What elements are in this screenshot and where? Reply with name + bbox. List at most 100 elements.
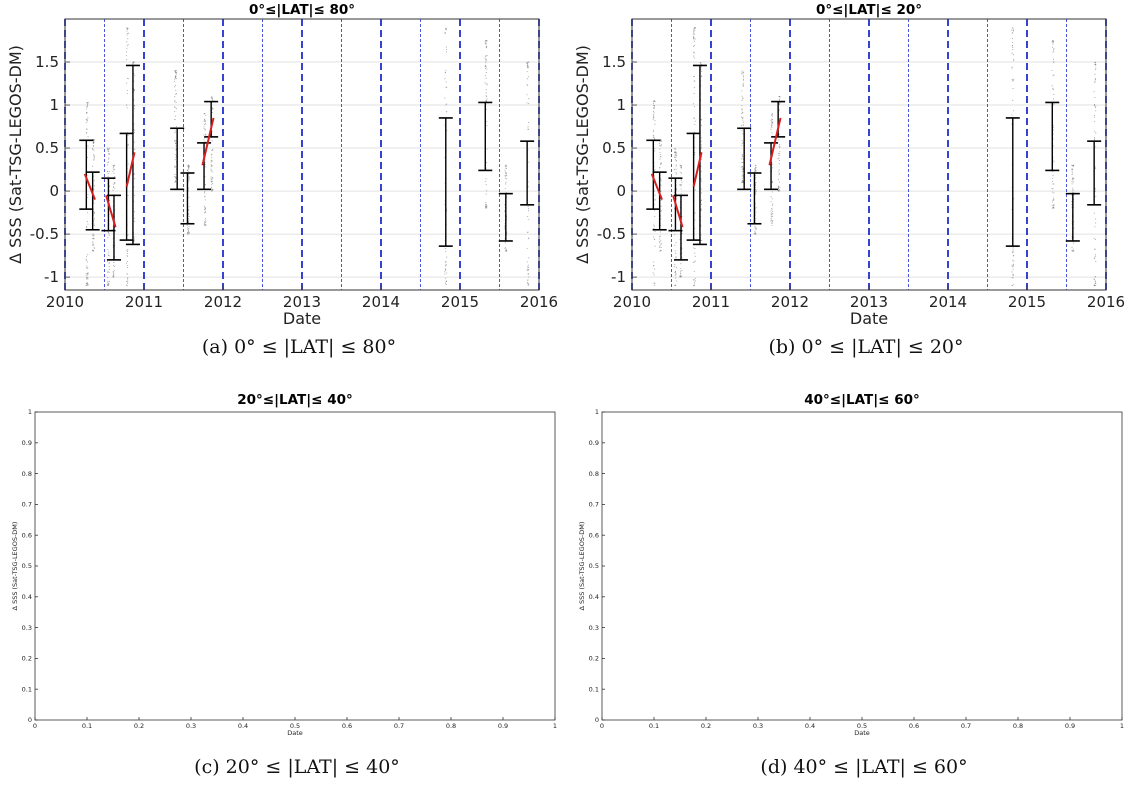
- data-point: [114, 265, 116, 267]
- data-point: [205, 133, 207, 135]
- data-point: [659, 151, 661, 154]
- data-point: [1094, 254, 1097, 256]
- data-point: [526, 268, 528, 270]
- data-point: [108, 170, 110, 172]
- data-point: [127, 32, 129, 35]
- data-point: [126, 280, 128, 283]
- data-point: [700, 159, 703, 161]
- data-point: [527, 283, 530, 285]
- data-point: [86, 128, 88, 130]
- data-point: [742, 116, 744, 118]
- data-point: [504, 187, 506, 189]
- data-point: [174, 130, 176, 132]
- data-point: [653, 265, 655, 267]
- data-point: [1052, 40, 1054, 43]
- data-point: [1012, 277, 1014, 279]
- data-point: [527, 122, 530, 124]
- data-point: [92, 149, 94, 151]
- data-point: [188, 165, 190, 168]
- data-point: [205, 134, 207, 136]
- data-point: [506, 175, 508, 177]
- scatter-cluster: [125, 27, 129, 286]
- data-point: [701, 144, 703, 146]
- data-point: [778, 173, 780, 176]
- data-point: [174, 78, 176, 80]
- data-point: [693, 36, 695, 38]
- data-point: [444, 72, 447, 74]
- data-point: [1095, 218, 1097, 220]
- data-point: [1012, 46, 1014, 49]
- data-point: [174, 181, 176, 183]
- y-tick-label: 0.9: [22, 439, 32, 447]
- data-point: [445, 269, 447, 271]
- data-point: [1093, 91, 1095, 93]
- x-tick-label: 0.4: [805, 722, 815, 730]
- data-point: [1052, 43, 1054, 45]
- data-point: [174, 110, 176, 113]
- data-point: [700, 75, 703, 78]
- data-point: [445, 281, 447, 283]
- data-point: [485, 55, 487, 57]
- data-point: [693, 80, 695, 82]
- data-point: [693, 44, 695, 46]
- data-point: [134, 129, 136, 131]
- data-point: [527, 76, 529, 78]
- data-point: [771, 113, 773, 115]
- data-point: [186, 232, 189, 234]
- data-point: [93, 220, 95, 222]
- data-point: [204, 137, 206, 139]
- data-point: [658, 142, 661, 145]
- data-point: [1011, 114, 1013, 116]
- data-point: [754, 226, 756, 228]
- data-point: [484, 41, 486, 43]
- data-point: [1053, 207, 1055, 209]
- y-tick-label: 0.2: [589, 655, 599, 663]
- x-tick-label: 0.9: [1065, 722, 1075, 730]
- data-point: [175, 74, 177, 76]
- data-point: [1071, 183, 1073, 185]
- data-point: [659, 245, 661, 247]
- data-point: [1072, 164, 1075, 166]
- data-point: [210, 159, 212, 161]
- x-tick-label: 2010: [46, 293, 84, 311]
- y-tick-label: 1.5: [602, 53, 626, 71]
- data-point: [778, 145, 780, 147]
- data-point: [777, 190, 779, 192]
- data-point: [700, 170, 703, 172]
- data-point: [86, 282, 88, 284]
- data-point: [1072, 242, 1075, 244]
- data-point: [659, 141, 661, 143]
- x-tick-label: 0.1: [649, 722, 659, 730]
- data-point: [675, 153, 677, 155]
- data-point: [113, 261, 115, 263]
- data-point: [675, 168, 677, 170]
- data-point: [93, 159, 95, 161]
- data-point: [528, 61, 530, 63]
- data-point: [87, 254, 89, 256]
- data-point: [674, 234, 676, 236]
- x-tick-label: 0.2: [701, 722, 711, 730]
- x-axis-label: Date: [850, 309, 888, 328]
- data-point: [528, 269, 530, 271]
- data-point: [755, 207, 757, 209]
- data-point: [653, 105, 655, 107]
- data-point: [445, 46, 447, 48]
- data-point: [755, 191, 757, 193]
- data-point: [1095, 67, 1097, 69]
- data-point: [1095, 132, 1097, 134]
- data-point: [653, 130, 655, 132]
- data-point: [127, 134, 129, 136]
- data-point: [1052, 174, 1054, 177]
- data-point: [701, 199, 703, 201]
- error-bar: [85, 171, 100, 231]
- data-point: [211, 180, 213, 182]
- data-point: [1071, 170, 1073, 172]
- data-point: [107, 237, 109, 239]
- data-point: [692, 37, 695, 39]
- data-point: [755, 217, 757, 219]
- y-tick-label: 0.7: [589, 501, 599, 509]
- data-point: [175, 141, 177, 143]
- data-point: [87, 193, 89, 195]
- data-point: [204, 199, 206, 201]
